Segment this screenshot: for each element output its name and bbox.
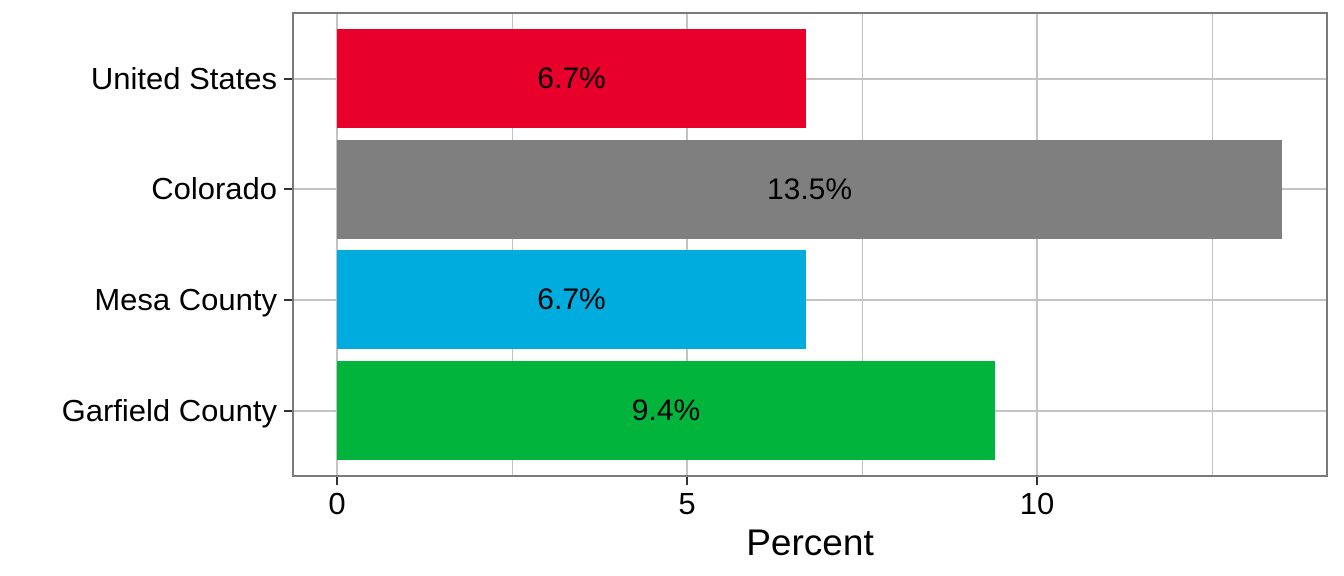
bar-mesa-county: [337, 250, 806, 350]
y-axis-tick: [284, 298, 292, 301]
major-gridline-h: [294, 77, 1326, 80]
bar-value-label: 6.7%: [537, 62, 606, 95]
bar-united-states: [337, 29, 806, 128]
major-gridline-h: [294, 298, 1326, 301]
category-label-mesa-county: Mesa County: [94, 281, 277, 317]
x-axis-title: Percent: [746, 522, 874, 563]
bar-garfield-county: [337, 361, 995, 461]
x-axis-tick: [336, 477, 338, 485]
y-axis-tick: [284, 188, 292, 191]
x-axis-tick: [1036, 477, 1038, 485]
y-axis-tick: [284, 409, 292, 412]
category-label-colorado: Colorado: [151, 171, 277, 207]
minor-gridline-v: [861, 14, 863, 475]
bar-value-label: 13.5%: [766, 172, 853, 206]
category-label-united-states: United States: [90, 60, 277, 96]
major-gridline-v: [336, 14, 338, 475]
major-gridline-v: [686, 14, 688, 475]
bar-colorado: [337, 139, 1282, 239]
minor-gridline-v: [511, 14, 513, 475]
x-axis-tick: [686, 477, 688, 485]
category-label-garfield-county: Garfield County: [61, 392, 277, 428]
y-axis-tick: [284, 77, 292, 80]
bar-value-label: 6.7%: [537, 283, 606, 317]
x-axis-tick-label: 10: [1019, 486, 1055, 521]
x-axis-tick-label: 0: [328, 486, 346, 521]
x-axis-tick-label: 5: [678, 486, 696, 521]
major-gridline-v: [1036, 14, 1038, 475]
chart-panel: 6.7% 13.5% 6.7% 9.4%: [292, 12, 1328, 477]
minor-gridline-v: [1211, 14, 1213, 475]
bar-value-label: 9.4%: [631, 394, 701, 428]
